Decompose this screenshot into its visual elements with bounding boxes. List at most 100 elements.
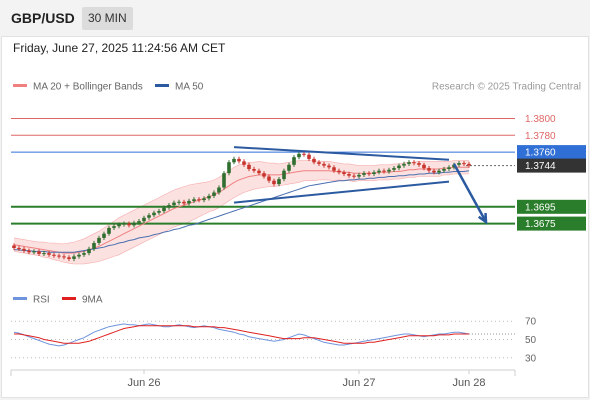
support-level-label: 1.3695 bbox=[525, 202, 556, 213]
candles bbox=[12, 151, 471, 262]
candle-body bbox=[67, 257, 71, 259]
candle-body bbox=[342, 172, 346, 174]
candle-body bbox=[57, 255, 61, 257]
candle-body bbox=[92, 243, 96, 249]
time-tick-label: Jun 28 bbox=[452, 377, 485, 389]
candle-body bbox=[417, 163, 421, 165]
key-levels bbox=[11, 118, 515, 225]
candle-body bbox=[42, 253, 46, 255]
candle-body bbox=[427, 168, 431, 171]
candle-body bbox=[392, 168, 396, 170]
candle-body bbox=[87, 248, 91, 254]
candle-body bbox=[347, 174, 351, 176]
candle-body bbox=[382, 170, 386, 172]
candle-body bbox=[262, 173, 266, 177]
candle-body bbox=[412, 162, 416, 164]
candle-body bbox=[317, 162, 321, 164]
channel-upper-line bbox=[233, 146, 450, 161]
candle-body bbox=[12, 245, 16, 248]
candle-body bbox=[237, 158, 241, 162]
candle-body bbox=[307, 154, 311, 159]
time-tick-label: Jun 27 bbox=[342, 377, 375, 389]
candle-body bbox=[437, 170, 441, 173]
candle-body bbox=[267, 176, 271, 181]
candle-body bbox=[117, 224, 121, 227]
support-label-bg bbox=[517, 199, 586, 214]
chart-timestamp: Friday, June 27, 2025 11:24:56 AM CET bbox=[13, 41, 226, 55]
candle-body bbox=[432, 170, 436, 173]
channel-lower-line bbox=[233, 180, 450, 204]
candle-body bbox=[367, 173, 371, 175]
credit-text: Research © 2025 Trading Central bbox=[432, 82, 581, 93]
candle-body bbox=[287, 164, 291, 171]
bollinger-upper-line bbox=[13, 160, 469, 245]
candle-body bbox=[387, 169, 391, 172]
candle-body bbox=[422, 164, 426, 169]
candle-body bbox=[202, 198, 206, 201]
ma50-legend-label: MA 50 bbox=[175, 82, 204, 93]
candle-body bbox=[462, 163, 466, 165]
current-price-label-bg bbox=[517, 158, 586, 173]
candle-body bbox=[327, 165, 331, 168]
candle-body bbox=[17, 248, 21, 249]
rsi-ma-line bbox=[14, 325, 469, 344]
candle-body bbox=[142, 217, 146, 222]
candle-body bbox=[372, 172, 376, 174]
rsi-ma-legend-swatch bbox=[62, 297, 76, 300]
candle-body bbox=[32, 251, 36, 253]
candle-body bbox=[77, 254, 81, 257]
candle-body bbox=[187, 200, 191, 204]
candle-body bbox=[157, 211, 161, 213]
candle-body bbox=[82, 253, 86, 255]
candle-body bbox=[127, 223, 131, 226]
candle-body bbox=[212, 192, 216, 196]
bollinger-lower-line bbox=[13, 173, 469, 265]
candle-body bbox=[162, 207, 166, 212]
pivot-level-label: 1.3760 bbox=[525, 148, 556, 159]
candle-body bbox=[177, 201, 181, 203]
candle-body bbox=[272, 180, 276, 185]
candle-body bbox=[222, 173, 226, 188]
candle-body bbox=[37, 251, 41, 254]
candle-body bbox=[377, 170, 381, 173]
candle-body bbox=[297, 153, 301, 158]
candle-body bbox=[27, 250, 31, 253]
candle-body bbox=[197, 199, 201, 201]
candle-body bbox=[167, 205, 171, 208]
support-label-bg bbox=[517, 216, 586, 231]
candle-body bbox=[357, 174, 361, 177]
candle-body bbox=[22, 248, 26, 251]
price-labels: 1.3800 1.3780 1.3760 1.3744 1.3695 1.3675 bbox=[517, 114, 586, 231]
candle-body bbox=[282, 170, 286, 180]
candle-body bbox=[332, 167, 336, 171]
candle-body bbox=[247, 164, 251, 169]
candle-body bbox=[277, 179, 281, 185]
candle-body bbox=[402, 163, 406, 166]
current-price-level-label: 1.3744 bbox=[525, 161, 556, 172]
candle-body bbox=[292, 157, 296, 165]
rsi-tick-label: 50 bbox=[525, 335, 537, 346]
ma20-legend-label: MA 20 + Bollinger Bands bbox=[33, 82, 143, 93]
candle-body bbox=[242, 161, 246, 165]
candle-body bbox=[257, 170, 261, 174]
candle-body bbox=[152, 212, 156, 216]
interval-button[interactable]: 30 MIN bbox=[82, 7, 133, 30]
candle-body bbox=[172, 202, 176, 206]
ma20-legend-swatch bbox=[13, 84, 27, 87]
candle-body bbox=[137, 221, 141, 223]
candle-body bbox=[302, 153, 306, 155]
main-legend: MA 20 + Bollinger Bands MA 50 Research ©… bbox=[13, 82, 581, 93]
rsi-tick-label: 30 bbox=[525, 353, 537, 364]
candle-body bbox=[52, 254, 56, 256]
candle-body bbox=[47, 253, 51, 255]
candle-body bbox=[147, 215, 151, 218]
candle-body bbox=[447, 167, 451, 169]
pivot-label-bg bbox=[517, 145, 586, 160]
rsi-panel: 70 50 30 bbox=[11, 317, 537, 364]
candle-body bbox=[62, 256, 66, 258]
resistance-level-label: 1.3780 bbox=[525, 131, 556, 142]
ma50-legend-swatch bbox=[155, 84, 169, 87]
forecast-arrow-head bbox=[477, 212, 488, 225]
rsi-tick-label: 70 bbox=[525, 317, 537, 328]
